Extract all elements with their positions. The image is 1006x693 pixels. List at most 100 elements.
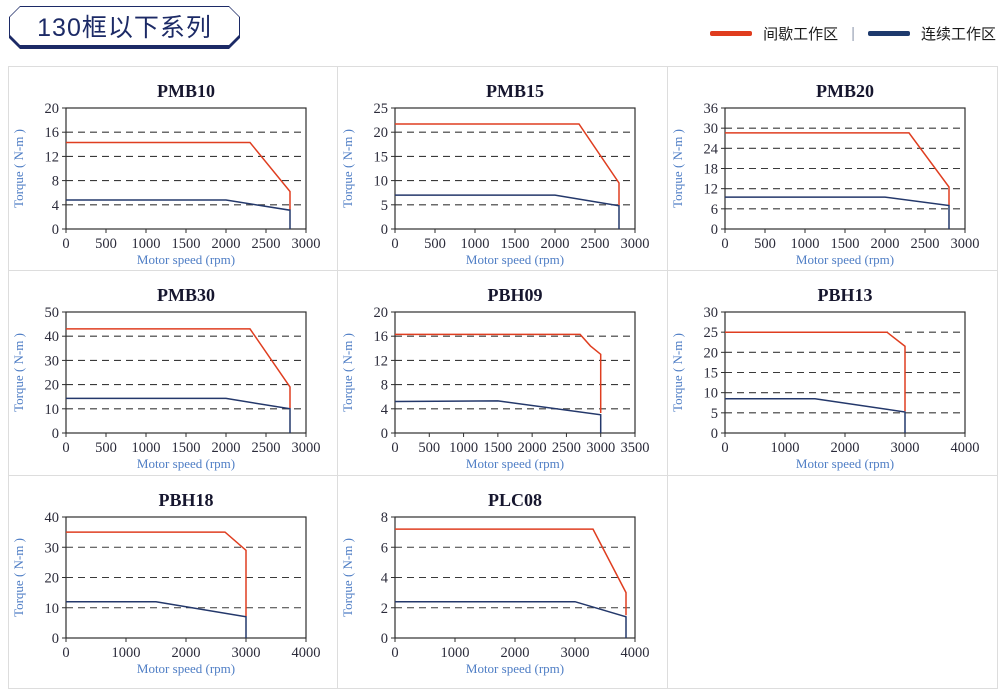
y-tick-label: 25 [703,325,718,341]
chart-title: PMB10 [157,81,215,101]
x-tick-label: 2500 [552,440,581,456]
series-intermittent-line [66,141,291,210]
chart-title: PMB20 [816,81,874,101]
x-tick-label: 2000 [518,440,547,456]
y-tick-label: 5 [710,406,717,422]
y-axis-label: Torque ( N-m ) [670,129,685,208]
y-axis-label: Torque ( N-m ) [11,538,26,617]
y-tick-label: 2 [381,601,388,617]
series-intermittent-line [395,528,628,616]
x-tick-label: 3000 [621,236,650,252]
x-tick-label: 3000 [232,645,261,661]
y-tick-label: 10 [45,601,60,617]
chart-title: PMB30 [157,285,215,305]
y-tick-label: 4 [381,402,389,418]
y-tick-label: 10 [703,386,718,402]
header: 130框以下系列 间歇工作区 | 连续工作区 [0,0,1006,66]
series-continuous-line [395,600,628,638]
x-axis-label: Motor speed (rpm) [137,252,235,267]
chart-pmb10: PMB10 0 4 8 12 16 20 0 500 1000 1500 2000 2500 3000 Mo… [11,81,321,267]
series-continuous-line [395,400,602,433]
x-tick-label: 2000 [830,440,859,456]
series-intermittent-line [724,132,950,206]
y-axis-label: Torque ( N-m ) [11,333,26,412]
y-tick-label: 12 [703,182,718,198]
x-tick-label: 0 [721,440,728,456]
x-tick-label: 3000 [292,236,321,252]
x-tick-label: 1000 [461,236,490,252]
x-axis-label: Motor speed (rpm) [796,252,894,267]
x-tick-label: 2000 [541,236,570,252]
y-axis-label: Torque ( N-m ) [11,129,26,208]
y-tick-label: 30 [45,353,60,369]
y-tick-label: 8 [381,510,388,526]
x-tick-label: 4000 [292,645,321,661]
charts-panel: PMB10 0 4 8 12 16 20 0 500 1000 1500 2000 2500 3000 Mo… [8,66,998,689]
chart-cell-pmb30: PMB30 0 10 20 30 40 50 0 500 1000 1500 2000 2500 3000… [9,271,339,476]
y-tick-label: 0 [381,222,388,238]
legend-label-continuous: 连续工作区 [920,26,996,43]
legend: 间歇工作区 | 连续工作区 [710,23,996,44]
x-tick-label: 1500 [172,236,201,252]
plot-area-border [394,311,636,434]
x-tick-label: 3000 [561,645,590,661]
y-tick-label: 30 [45,540,60,556]
chart-pmb15: PMB15 0 5 10 15 20 25 0 500 1000 1500 2000 2500 3000 M… [340,81,650,267]
y-tick-label: 16 [45,125,60,141]
x-tick-label: 3000 [587,440,616,456]
x-tick-label: 500 [95,440,117,456]
x-tick-label: 1500 [501,236,530,252]
y-tick-label: 50 [45,305,60,321]
x-tick-label: 2500 [252,440,281,456]
series-continuous-line [724,196,950,229]
y-tick-label: 20 [45,571,60,587]
x-axis-label: Motor speed (rpm) [466,252,564,267]
x-tick-label: 2000 [212,236,241,252]
series-continuous-line [66,199,291,229]
page-title: 130框以下系列 [37,14,212,42]
x-tick-label: 1000 [449,440,478,456]
empty-cell [668,476,997,688]
y-tick-label: 25 [374,101,389,117]
y-tick-label: 20 [45,101,60,117]
y-tick-label: 20 [374,305,389,321]
y-tick-label: 0 [52,631,59,647]
plot-area-border [65,107,307,230]
x-tick-label: 0 [62,440,69,456]
x-tick-label: 1500 [172,440,201,456]
x-tick-label: 0 [392,440,399,456]
x-tick-label: 2500 [581,236,610,252]
y-tick-label: 0 [52,222,59,238]
y-tick-label: 16 [374,329,389,345]
chart-pbh13: PBH13 0 5 10 15 20 25 30 0 1000 2000 3000 4000 Motor … [670,285,980,471]
x-axis-label: Motor speed (rpm) [137,661,235,676]
x-tick-label: 2000 [501,645,530,661]
x-tick-label: 2000 [172,645,201,661]
y-tick-label: 6 [381,540,388,556]
x-tick-label: 2000 [212,440,241,456]
x-tick-label: 1000 [790,236,819,252]
x-tick-label: 0 [392,645,399,661]
y-tick-label: 0 [381,426,388,442]
series-intermittent-line [395,333,602,413]
y-axis-label: Torque ( N-m ) [340,333,355,412]
y-tick-label: 4 [52,198,60,214]
chart-cell-pmb10: PMB10 0 4 8 12 16 20 0 500 1000 1500 2000 2500 3000 Mo… [9,67,339,271]
page-title-badge-inner: 130框以下系列 [10,7,239,45]
x-tick-label: 0 [62,645,69,661]
continuous-line-swatch-icon [867,31,910,36]
y-tick-label: 18 [703,162,718,178]
x-tick-label: 0 [392,236,399,252]
plot-area-border [394,107,636,230]
y-tick-label: 0 [710,222,717,238]
y-tick-label: 30 [703,305,718,321]
y-tick-label: 10 [45,402,60,418]
chart-cell-pbh18: PBH18 0 10 20 30 40 0 1000 2000 3000 4000 Motor spe… [9,476,339,688]
series-intermittent-line [66,531,247,617]
series-continuous-line [66,397,291,433]
chart-title: PMB15 [486,81,544,101]
chart-cell-pbh09: PBH09 0 4 8 12 16 20 0 500 1000 1500 2000 2500 3000 35… [338,271,668,476]
y-tick-label: 15 [703,366,718,382]
x-axis-label: Motor speed (rpm) [466,661,564,676]
